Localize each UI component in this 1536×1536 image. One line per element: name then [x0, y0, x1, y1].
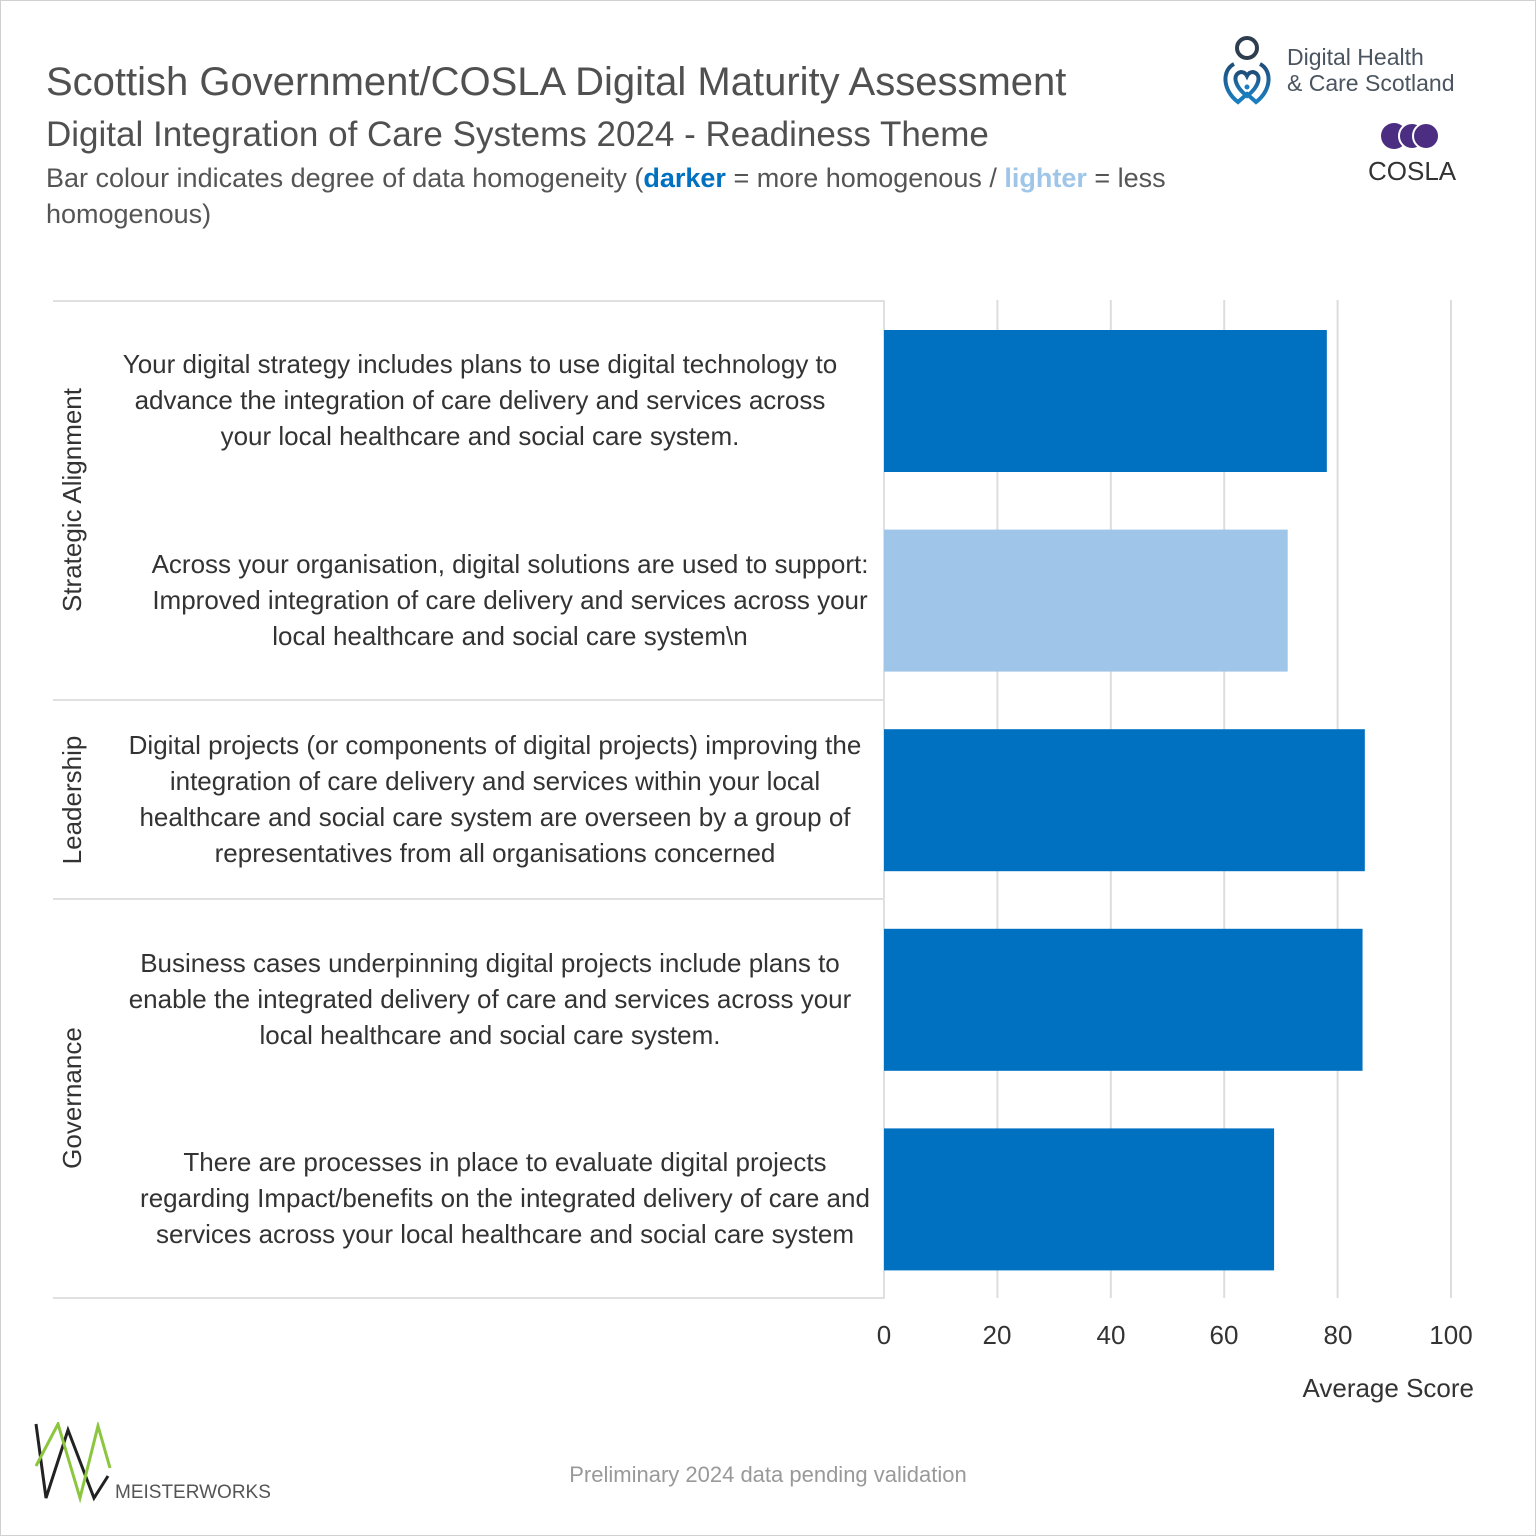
row-label: Digital projects (or components of digit… [128, 730, 862, 868]
x-axis-title: Average Score [1302, 1373, 1474, 1403]
row-label: Across your organisation, digital soluti… [151, 549, 869, 651]
row-label: Your digital strategy includes plans to … [122, 349, 838, 451]
desc-darker: darker [643, 163, 726, 193]
chart-title: Scottish Government/COSLA Digital Maturi… [46, 60, 1067, 104]
group-divider [53, 1297, 884, 1299]
meisterworks-logo-icon [34, 1422, 112, 1504]
bar [884, 1128, 1275, 1271]
meisterworks-logo-text: MEISTERWORKS [115, 1482, 271, 1503]
desc-text: = more homogenous / [725, 163, 1005, 193]
footer-note: Preliminary 2024 data pending validation [569, 1462, 967, 1487]
x-tick-label: 80 [1323, 1320, 1353, 1350]
desc-text: = less homogenous) [46, 163, 1166, 229]
desc-text: Bar colour indicates degree of data homo… [46, 163, 644, 193]
plot-area [884, 300, 1452, 1298]
row-label: There are processes in place to evaluate… [140, 1147, 870, 1249]
bar [884, 529, 1288, 672]
group-divider [53, 898, 884, 900]
dhcs-line2: & Care Scotland [1287, 70, 1455, 96]
dhcs-logo-text: Digital Health & Care Scotland [1287, 44, 1454, 96]
cosla-logo-text: COSLA [1368, 156, 1457, 186]
x-tick-label: 100 [1429, 1320, 1473, 1350]
bar [884, 928, 1363, 1071]
cosla-logo-icon [1381, 122, 1440, 150]
chart-subtitle: Digital Integration of Care Systems 2024… [46, 115, 989, 154]
row-label: Business cases underpinning digital proj… [128, 948, 852, 1050]
bar [884, 729, 1365, 872]
chart-description: Bar colour indicates degree of data homo… [46, 160, 1226, 232]
x-tick-label: 40 [1096, 1320, 1126, 1350]
group-divider [53, 300, 884, 302]
dhcs-line1: Digital Health [1287, 44, 1424, 70]
desc-lighter: lighter [1004, 163, 1087, 193]
x-tick-label: 20 [982, 1320, 1012, 1350]
bar [884, 330, 1327, 472]
dhcs-logo-icon [1223, 36, 1271, 105]
x-tick-label: 0 [876, 1320, 892, 1350]
group-divider [53, 699, 884, 701]
x-tick-label: 60 [1209, 1320, 1239, 1350]
